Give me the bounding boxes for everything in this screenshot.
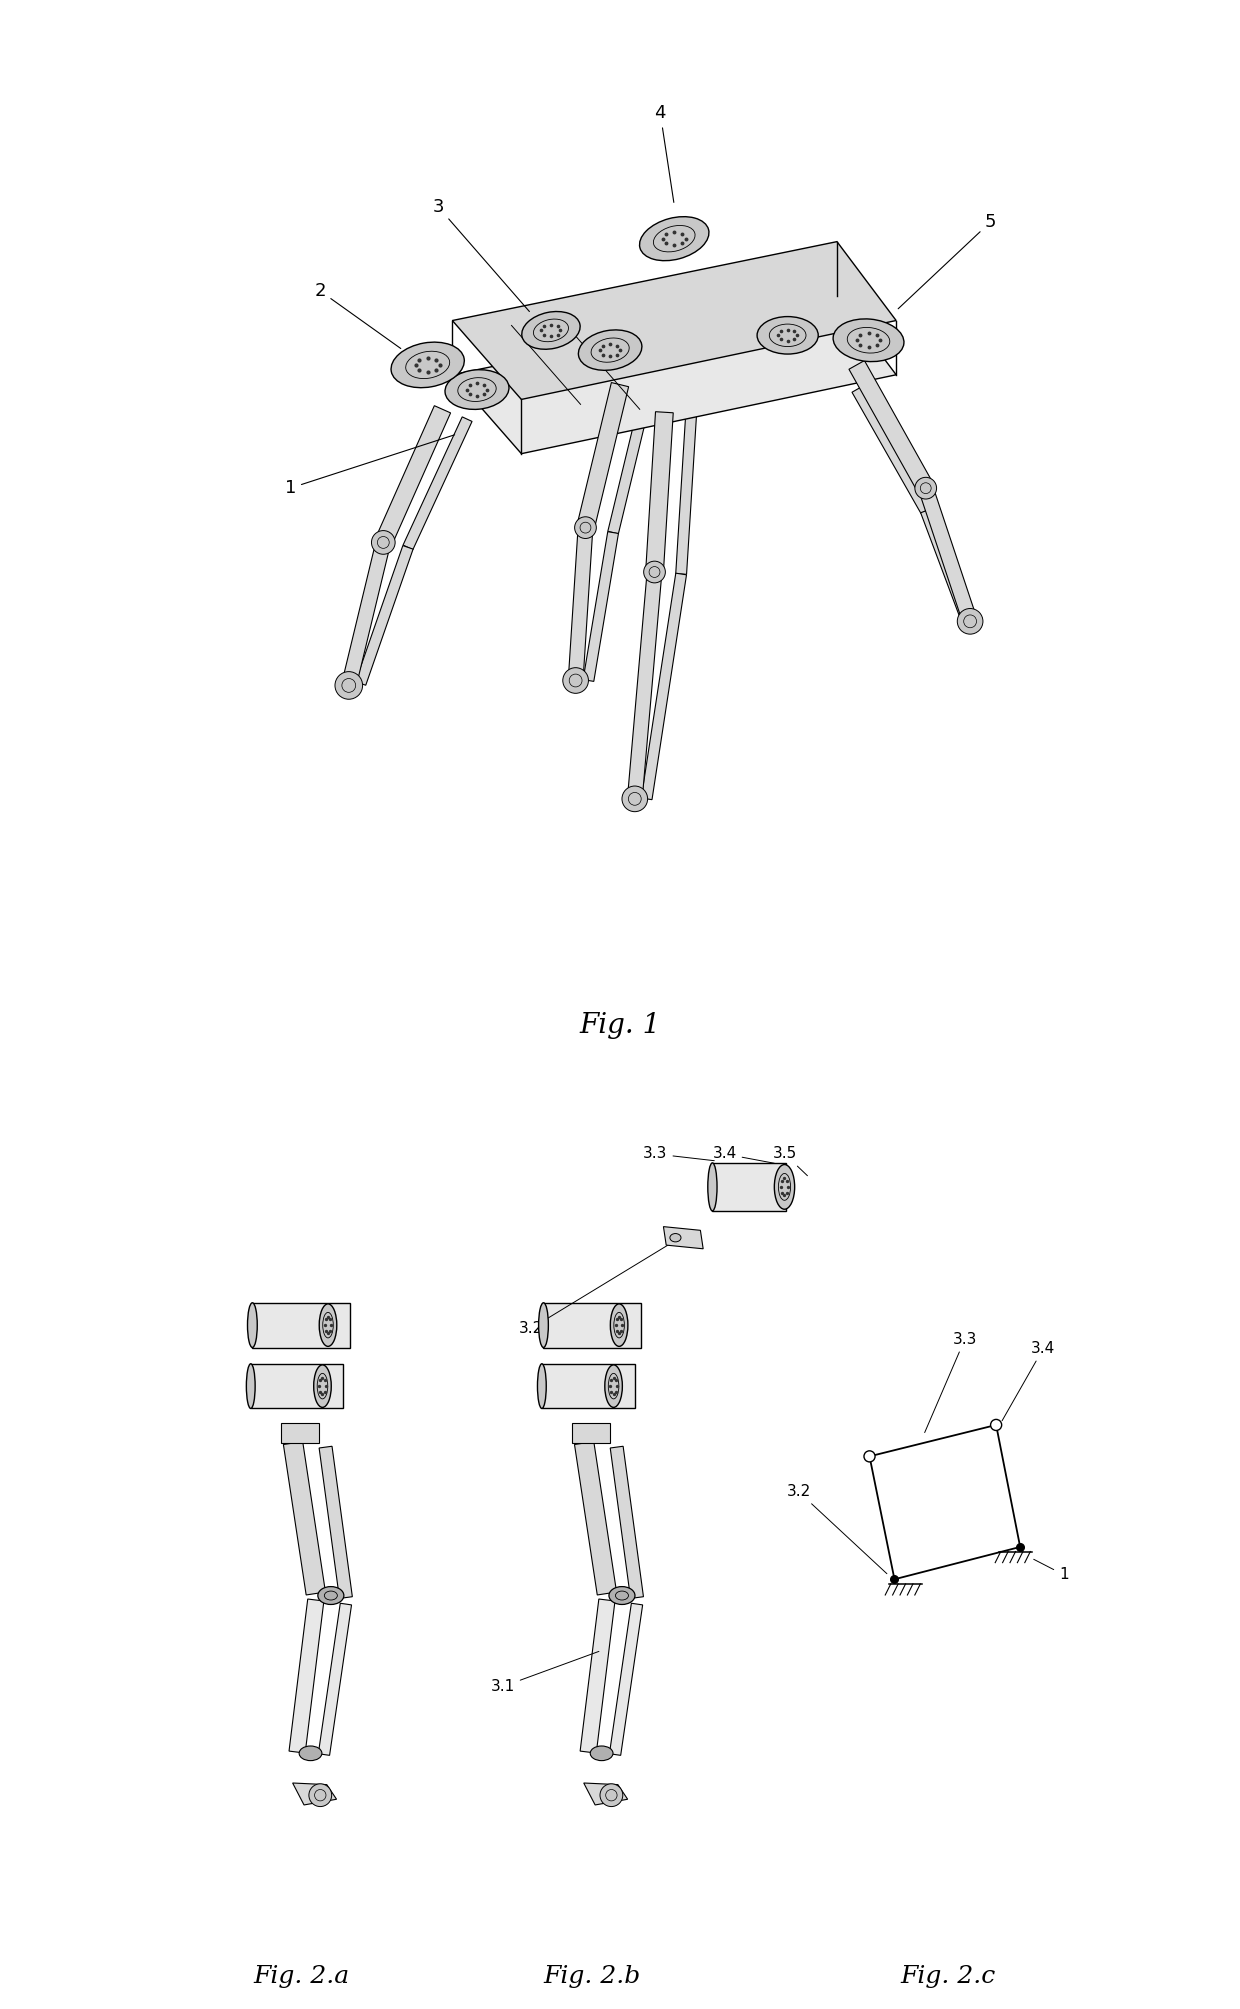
Polygon shape (713, 1163, 786, 1211)
Ellipse shape (248, 1302, 257, 1348)
Polygon shape (849, 360, 934, 492)
Polygon shape (403, 418, 472, 550)
Polygon shape (627, 571, 662, 800)
Polygon shape (356, 546, 413, 685)
Ellipse shape (522, 311, 580, 350)
Polygon shape (610, 1446, 644, 1599)
Ellipse shape (299, 1746, 322, 1760)
Circle shape (574, 516, 596, 538)
Text: Fig. 2.a: Fig. 2.a (253, 1965, 350, 1989)
Ellipse shape (314, 1364, 331, 1408)
Polygon shape (284, 1442, 325, 1595)
Polygon shape (584, 1784, 627, 1804)
Circle shape (644, 561, 666, 583)
Text: 3: 3 (433, 199, 529, 311)
Ellipse shape (640, 217, 709, 261)
Text: 3.1: 3.1 (491, 1651, 599, 1694)
Circle shape (915, 478, 936, 498)
Text: 3.4: 3.4 (713, 1147, 774, 1163)
Circle shape (372, 530, 396, 554)
Polygon shape (583, 532, 619, 681)
Ellipse shape (537, 1364, 547, 1408)
Ellipse shape (833, 319, 904, 362)
Text: 3.2: 3.2 (518, 1240, 678, 1336)
Ellipse shape (758, 317, 818, 354)
Polygon shape (641, 573, 687, 800)
Polygon shape (646, 412, 673, 573)
Text: Fig. 1: Fig. 1 (579, 1013, 661, 1039)
Ellipse shape (590, 1746, 613, 1760)
Polygon shape (577, 382, 629, 530)
Polygon shape (568, 526, 593, 681)
Polygon shape (663, 1227, 703, 1250)
Polygon shape (319, 1446, 352, 1599)
Polygon shape (919, 486, 977, 623)
Circle shape (600, 1784, 622, 1806)
Polygon shape (293, 1784, 336, 1804)
Text: 2: 2 (314, 281, 401, 348)
Circle shape (991, 1420, 1002, 1430)
Polygon shape (542, 1364, 635, 1408)
Circle shape (563, 667, 589, 693)
Circle shape (622, 786, 647, 812)
Polygon shape (580, 1599, 615, 1754)
Text: 3.2: 3.2 (786, 1485, 887, 1573)
Ellipse shape (391, 342, 464, 388)
Polygon shape (453, 241, 897, 400)
Polygon shape (676, 416, 697, 575)
Text: 1: 1 (1034, 1559, 1069, 1583)
Text: Fig. 2.b: Fig. 2.b (543, 1965, 641, 1989)
Ellipse shape (445, 370, 508, 410)
Ellipse shape (670, 1234, 681, 1242)
Text: 3.4: 3.4 (1002, 1340, 1055, 1420)
Polygon shape (319, 1603, 351, 1756)
Ellipse shape (317, 1587, 343, 1605)
Polygon shape (920, 508, 975, 631)
Polygon shape (250, 1364, 343, 1408)
Polygon shape (253, 1302, 350, 1348)
Ellipse shape (578, 329, 642, 370)
Polygon shape (376, 406, 450, 546)
Ellipse shape (610, 1304, 627, 1346)
Polygon shape (543, 1302, 641, 1348)
Polygon shape (574, 1442, 616, 1595)
Circle shape (864, 1450, 875, 1463)
Circle shape (957, 609, 983, 635)
Ellipse shape (538, 1302, 548, 1348)
Ellipse shape (609, 1587, 635, 1605)
Ellipse shape (605, 1364, 622, 1408)
Text: 3.3: 3.3 (644, 1147, 714, 1161)
Text: 3.3: 3.3 (925, 1332, 977, 1432)
Polygon shape (289, 1599, 324, 1754)
Ellipse shape (319, 1304, 337, 1346)
Polygon shape (609, 1603, 642, 1756)
Ellipse shape (247, 1364, 255, 1408)
Polygon shape (572, 1422, 610, 1442)
Polygon shape (280, 1422, 319, 1442)
Circle shape (309, 1784, 331, 1806)
Text: 1: 1 (285, 434, 455, 496)
Polygon shape (341, 540, 391, 687)
Text: 5: 5 (898, 213, 997, 309)
Circle shape (335, 671, 362, 699)
Text: 4: 4 (655, 104, 673, 203)
Text: Fig. 2.c: Fig. 2.c (900, 1965, 996, 1989)
Ellipse shape (774, 1165, 795, 1209)
Polygon shape (453, 295, 897, 454)
Polygon shape (852, 388, 930, 514)
Ellipse shape (708, 1163, 717, 1211)
Polygon shape (608, 388, 653, 534)
Text: 3.5: 3.5 (773, 1147, 807, 1175)
